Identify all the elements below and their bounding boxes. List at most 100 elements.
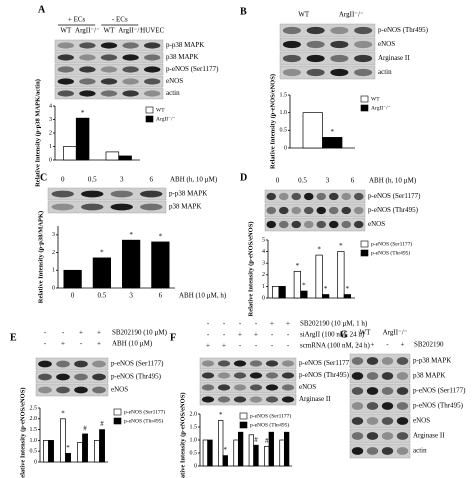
blot-band: [354, 192, 364, 201]
bar: [253, 444, 259, 467]
bar-annotation: *: [61, 409, 65, 417]
bar: [92, 257, 111, 289]
bar: [343, 294, 352, 299]
blot-band: [249, 360, 263, 367]
y-tick-label: 3: [52, 232, 55, 238]
blot-band: [396, 432, 409, 440]
y-tick-label: 1.5: [280, 92, 288, 98]
legend-label: ArgII⁻/⁻: [371, 105, 391, 111]
blot-band: [282, 54, 301, 63]
bar-annotation: *: [66, 444, 70, 452]
bar: [337, 251, 345, 299]
blot-band: [233, 396, 247, 403]
blot-band: [304, 220, 314, 229]
bar: [118, 155, 132, 161]
blot-band: [282, 40, 301, 49]
blot-strip: [349, 413, 411, 429]
y-tick-label: 2.0: [190, 411, 198, 417]
blot-strip: [349, 443, 411, 459]
treatment-label: scmRNA (100 nM, 24 h): [300, 342, 370, 350]
blot-band: [381, 357, 394, 365]
y-tick-label: 1: [52, 268, 55, 274]
blot-band: [79, 54, 96, 61]
blot-band: [291, 206, 301, 215]
column-label: 0.5: [88, 176, 97, 184]
blot-strip: [264, 217, 366, 232]
blot-band: [217, 360, 231, 367]
blot-band: [329, 206, 339, 215]
treatment-sign: -: [356, 341, 359, 349]
y-tick-label: 1.0: [190, 437, 198, 443]
blot-band: [74, 360, 88, 368]
blot-band: [74, 386, 88, 394]
x-axis-label: ABH (10 µM, h): [179, 292, 227, 300]
y-tick-label: 2.5: [30, 405, 38, 411]
column-label: 6: [351, 177, 355, 185]
legend-swatch: [145, 106, 154, 114]
y-tick-label: 0: [284, 145, 287, 151]
y-tick-label: 2: [52, 250, 55, 256]
bar-annotation: *: [296, 262, 300, 270]
treatment-label: ABH (10 µM): [112, 340, 153, 348]
blot-band: [122, 90, 139, 97]
blot-strip: [199, 381, 297, 394]
treatment-sign: -: [223, 331, 226, 339]
blot-row-label: p-eNOS (Ser1177): [413, 387, 466, 395]
y-axis-label: Relative Intensity (p-p38/MAPK): [37, 211, 44, 303]
blot-band: [341, 220, 351, 229]
bar: [43, 440, 49, 463]
blot-strip: [199, 393, 297, 406]
blot-band: [351, 432, 364, 440]
legend-label: WT: [371, 96, 380, 102]
blot-band: [304, 192, 314, 201]
treatment-sign: +: [254, 331, 258, 339]
blot-band: [51, 190, 74, 198]
blot-row-label: p38 MAPK: [166, 53, 198, 61]
blot-band: [366, 447, 379, 455]
treatment-sign: -: [271, 331, 274, 339]
bar-annotation: *: [302, 282, 306, 290]
blot-band: [354, 40, 373, 49]
bar: [248, 434, 255, 467]
treatment-sign: +: [238, 331, 242, 339]
blot-row-label: actin: [166, 89, 180, 97]
bar: [279, 439, 285, 467]
blot-row-label: p-eNOS (Ser1177): [368, 192, 421, 200]
treatment-sign: -: [255, 320, 258, 328]
bar: [268, 431, 274, 467]
blot-strip: [279, 51, 376, 66]
blot-band: [100, 66, 118, 73]
blot-band: [265, 384, 279, 391]
bar: [264, 446, 270, 467]
bar-annotation: *: [331, 128, 335, 136]
legend-label: p-eNOS (Ser1177): [371, 240, 412, 247]
treatment-sign: -: [287, 342, 290, 350]
column-label: ArgII⁻/⁻: [118, 27, 143, 35]
blot-strip: [349, 428, 411, 444]
legend-swatch: [360, 249, 369, 257]
blot-row-label: p-eNOS (Thr495): [111, 373, 162, 381]
legend-swatch: [360, 240, 369, 248]
legend-swatch: [145, 115, 154, 123]
blot-band: [306, 26, 325, 35]
blot-strip: [199, 369, 297, 382]
blot-band: [79, 42, 96, 49]
blot-strip: [264, 203, 366, 218]
bar: [202, 439, 209, 467]
blot-band: [249, 384, 263, 391]
blot-band: [266, 206, 276, 215]
blot-band: [351, 402, 364, 410]
blot-band: [201, 360, 215, 367]
column-title: ABH (h, 10 µM): [170, 176, 218, 184]
blot-band: [330, 40, 349, 49]
treatment-sign: -: [271, 342, 274, 350]
blot-band: [354, 220, 364, 229]
blot-band: [122, 66, 139, 73]
blot-row-label: p-p38 MAPK: [169, 190, 207, 198]
blot-band: [56, 373, 70, 381]
legend-label: p-eNOS (Thr495): [250, 421, 289, 428]
blot-row-label: p38 MAPK: [169, 203, 201, 211]
blot-band: [366, 432, 379, 440]
blot-band: [330, 26, 349, 35]
panel-letter: D: [240, 172, 247, 183]
